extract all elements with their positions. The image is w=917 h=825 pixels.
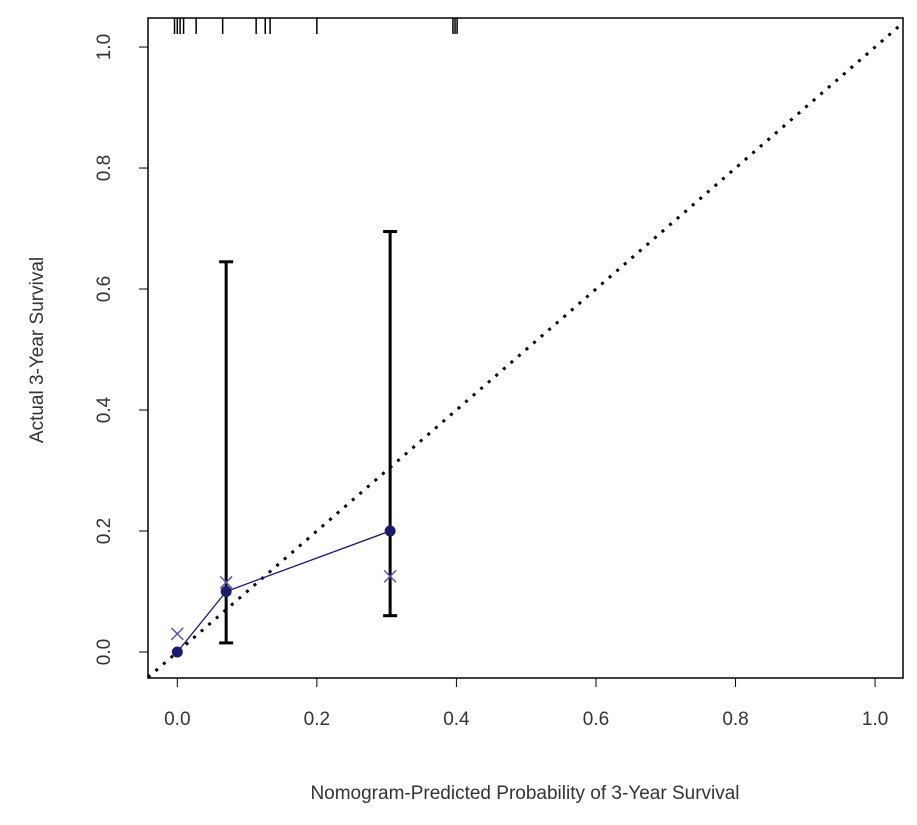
x-marker [219,575,233,589]
point [220,585,232,597]
x-axis-title: Nomogram-Predicted Probability of 3-Year… [310,783,739,804]
y-tick-label: 0.4 [94,396,115,423]
x-tick-label: 1.0 [862,709,888,730]
calibration-line [176,530,391,653]
point [384,525,396,537]
x-tick-label: 0.4 [443,709,470,730]
point [171,646,183,658]
x-tick-label: 0.6 [583,709,609,730]
y-tick-label: 0.2 [94,518,115,544]
x-tick-label: 0.8 [722,709,748,730]
y-tick-label: 0.8 [94,155,115,181]
y-tick-label: 0.0 [94,639,115,665]
ideal-line [147,21,904,679]
plot-frame [147,17,904,679]
x-marker [170,627,184,641]
x-tick-label: 0.2 [304,709,330,730]
y-tick-label: 1.0 [94,34,115,60]
x-tick-label: 0.0 [164,709,190,730]
y-axis-title: Actual 3-Year Survival [27,257,48,443]
y-tick-label: 0.6 [94,276,115,302]
x-marker [383,569,397,583]
